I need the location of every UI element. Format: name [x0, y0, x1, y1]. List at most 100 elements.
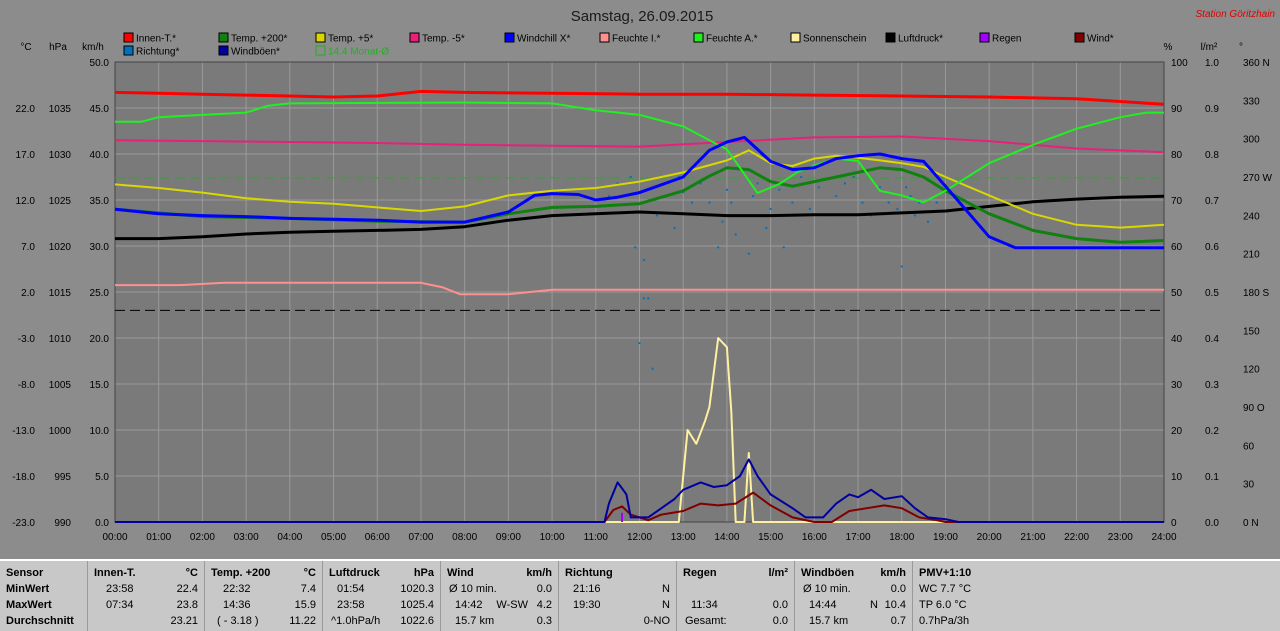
legend-label: Innen-T.* [136, 34, 176, 45]
richtung-point [730, 201, 733, 204]
richtung-point [935, 201, 938, 204]
wind-tick-label: 40.0 [90, 150, 110, 161]
x-tick-label: 11:00 [584, 532, 609, 543]
stats-regen-header: Regen [683, 567, 717, 579]
stats-value: 0.7hPa/3h [919, 615, 970, 627]
legend-label: Windböen* [231, 47, 280, 58]
stats-value: 11.22 [289, 615, 316, 627]
richtung-point [887, 201, 890, 204]
stats-value: 0.0 [890, 583, 906, 595]
richtung-point [926, 220, 929, 223]
richtung-point [752, 195, 755, 198]
wind-tick-label: 10.0 [90, 426, 110, 437]
pressure-tick-label: 1005 [49, 380, 72, 391]
legend-swatch [218, 32, 229, 43]
humidity-tick-label: 10 [1171, 472, 1183, 483]
temp-tick-label: -3.0 [18, 334, 36, 345]
stats-value: 22.4 [176, 583, 198, 595]
rain-tick-label: 0.0 [1205, 518, 1219, 529]
stats-row-label: MinWert [6, 583, 50, 595]
x-tick-label: 09:00 [496, 532, 521, 543]
rain-tick-label: 0.7 [1205, 196, 1219, 207]
richtung-point [721, 220, 724, 223]
humidity-tick-label: 30 [1171, 380, 1183, 391]
temp-tick-label: -8.0 [18, 380, 36, 391]
stats-time: 11:34 [691, 599, 718, 611]
legend-swatch [315, 32, 326, 43]
series-line-feuchte-a [115, 101, 1164, 204]
wind-tick-label: 30.0 [90, 242, 110, 253]
pressure-tick-label: 1015 [49, 288, 72, 299]
stats-wind-unit: km/h [526, 567, 552, 579]
temp-tick-label: -23.0 [12, 518, 35, 529]
humidity-tick-label: 0 [1171, 518, 1177, 529]
legend-label: Temp. +5* [328, 34, 373, 45]
x-tick-label: 10:00 [540, 532, 565, 543]
pressure-tick-label: 1020 [49, 242, 72, 253]
wind-tick-label: 0.0 [95, 518, 109, 529]
legend-swatch [218, 45, 229, 56]
rain-tick-label: 0.9 [1205, 104, 1219, 115]
legend-swatch [315, 45, 326, 56]
legend-label: Wind* [1087, 34, 1114, 45]
rain-tick-label: 1.0 [1205, 58, 1219, 69]
pressure-tick-label: 1030 [49, 150, 72, 161]
humidity-tick-label: 60 [1171, 242, 1183, 253]
legend-label: Sonnenschein [803, 34, 866, 45]
pressure-tick-label: 1000 [49, 426, 72, 437]
wind-tick-label: 50.0 [90, 58, 110, 69]
direction-tick-label: 360 N [1243, 58, 1270, 69]
pressure-tick-label: 990 [54, 518, 71, 529]
x-tick-label: 14:00 [714, 532, 739, 543]
stats-regen-unit: l/m² [768, 567, 788, 579]
stats-richtung-header: Richtung [565, 567, 613, 579]
stats-time: 14:42 [455, 599, 483, 611]
temp-tick-label: 7.0 [21, 242, 35, 253]
direction-tick-label: 90 O [1243, 403, 1265, 414]
stats-value: 0.0 [772, 615, 788, 627]
x-tick-label: 18:00 [889, 532, 914, 543]
stats-temp200-column: Temp. +200 °C 22:32 7.4 14:36 15.9 ( - 3.18… [205, 561, 323, 631]
x-tick-label: 03:00 [234, 532, 259, 543]
stats-value: 0.0 [536, 583, 552, 595]
humidity-tick-label: 20 [1171, 426, 1183, 437]
stats-sensor-column: Sensor MinWert MaxWert Durchschnitt [0, 561, 88, 631]
wind-tick-label: 25.0 [90, 288, 110, 299]
stats-direction: W-SW [496, 599, 528, 611]
stats-luftdruck-column: Luftdruck hPa 01:54 1020.3 23:58 1025.4 ^1.… [323, 561, 441, 631]
temp-tick-label: 22.0 [16, 104, 36, 115]
legend-label: Regen [992, 34, 1021, 45]
richtung-point [642, 259, 645, 262]
stats-time: 19:30 [573, 599, 601, 611]
richtung-point [900, 265, 903, 268]
richtung-point [734, 233, 737, 236]
stats-value: 0.3 [536, 615, 552, 627]
stats-time: Ø 10 min. [803, 583, 851, 595]
legend-swatch [123, 32, 134, 43]
richtung-point [835, 195, 838, 198]
chart-title: Samstag, 26.09.2015 [571, 8, 714, 25]
pressure-tick-label: 1035 [49, 104, 72, 115]
rain-tick-label: 0.8 [1205, 150, 1219, 161]
richtung-point [616, 182, 619, 185]
stats-time: ( - 3.18 ) [217, 615, 259, 627]
stats-time: 23:58 [106, 583, 134, 595]
stats-time: 15.7 km [455, 615, 495, 627]
stats-time: 23:58 [337, 599, 365, 611]
pressure-axis-unit: hPa [49, 42, 67, 53]
richtung-point [913, 214, 916, 217]
x-tick-label: 19:00 [933, 532, 958, 543]
pressure-tick-label: 1025 [49, 196, 72, 207]
richtung-point [769, 207, 772, 210]
humidity-tick-label: 40 [1171, 334, 1183, 345]
stats-value: 1025.4 [400, 599, 434, 611]
direction-tick-label: 180 S [1243, 288, 1269, 299]
x-tick-label: 17:00 [846, 532, 871, 543]
richtung-point [690, 201, 693, 204]
legend-label: Luftdruck* [898, 34, 943, 45]
stats-time: Gesamt: [685, 615, 727, 627]
x-tick-label: 20:00 [977, 532, 1002, 543]
stats-temp200-header: Temp. +200 [211, 567, 271, 579]
legend-swatch [885, 32, 896, 43]
rain-tick-label: 0.4 [1205, 334, 1219, 345]
